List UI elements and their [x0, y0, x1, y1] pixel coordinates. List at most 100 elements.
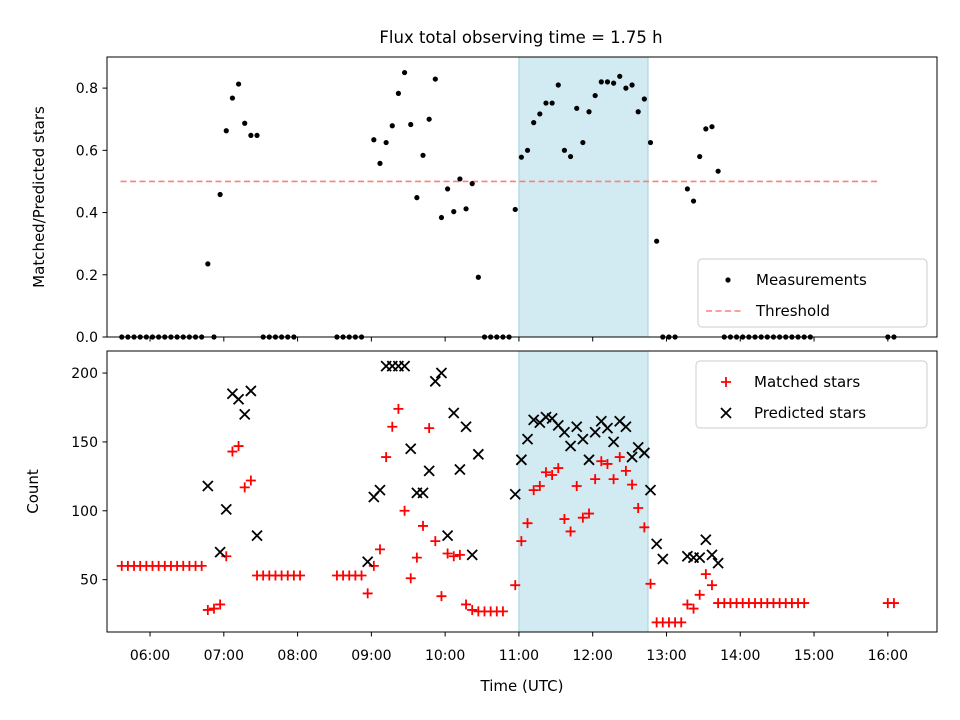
measurement-point — [623, 85, 629, 91]
measurement-point — [604, 79, 611, 85]
matched-stars-point — [682, 599, 693, 610]
matched-stars-point — [676, 617, 687, 628]
x-tick-label: 07:00 — [204, 648, 244, 664]
x-tick-label: 11:00 — [499, 648, 539, 664]
count-panel: 50 100 150 200 06:00 07:00 08:00 09:00 10:00 11:… — [24, 350, 938, 695]
matched-stars-point — [221, 551, 232, 562]
matched-stars-point — [405, 573, 416, 584]
x-tick-label: 16:00 — [868, 648, 908, 664]
legend-predicted-label: Predicted stars — [754, 404, 866, 422]
predicted-stars-point — [423, 465, 435, 477]
legend-predicted-marker — [720, 407, 732, 419]
measurement-point — [512, 206, 518, 213]
ratio-panel-frame — [106, 56, 938, 338]
matched-stars-point — [694, 589, 705, 600]
matched-stars-point — [799, 598, 810, 609]
count-panel-frame — [106, 350, 938, 633]
measurement-point — [697, 153, 703, 160]
measurement-point — [635, 109, 641, 115]
x-tick-label: 09:00 — [351, 648, 391, 664]
measurement-point — [395, 90, 402, 96]
predicted-stars-point — [571, 421, 583, 433]
matched-stars-point — [374, 544, 385, 555]
predicted-stars-point — [202, 480, 214, 492]
matched-stars-point — [411, 552, 422, 563]
predicted-stars-point — [509, 488, 521, 500]
predicted-stars-point — [638, 447, 650, 459]
matched-stars-point — [467, 604, 478, 615]
legend-box — [695, 360, 928, 429]
predicted-stars-point — [405, 443, 417, 455]
measurement-point — [586, 109, 592, 115]
y-tick-label: 0.2 — [76, 268, 98, 284]
y-tick-label: 0.4 — [76, 206, 98, 222]
predicted-stars-point — [626, 451, 638, 463]
matched-stars-point — [706, 580, 717, 591]
predicted-stars-point — [448, 407, 460, 419]
measurement-point — [598, 79, 604, 85]
x-tick-label: 08:00 — [277, 648, 317, 664]
measurement-point — [647, 139, 654, 146]
measurement-point — [254, 132, 260, 138]
x-tick-label: 14:00 — [720, 648, 760, 664]
matched-stars-point — [888, 598, 899, 609]
measurement-point — [611, 80, 617, 86]
matched-stars-point — [590, 474, 601, 485]
predicted-stars-point — [232, 393, 245, 405]
legend-matched-label: Matched stars — [754, 373, 860, 391]
legend-threshold-label: Threshold — [755, 302, 830, 320]
predicted-stars-point — [398, 360, 411, 372]
predicted-stars-point — [583, 454, 595, 466]
matched-stars-point — [608, 474, 619, 485]
matched-stars-point — [295, 570, 306, 581]
measurement-point — [690, 198, 697, 204]
measurement-point — [715, 168, 721, 174]
measurement-point — [217, 191, 223, 198]
measurement-point — [389, 123, 395, 129]
matched-stars-point — [534, 480, 545, 491]
measurement-point — [371, 137, 377, 143]
matched-stars-point — [399, 505, 410, 516]
predicted-stars-point — [472, 448, 484, 460]
matched-stars-point — [633, 503, 644, 514]
measurement-point — [229, 95, 236, 101]
y-tick-label: 50 — [80, 573, 98, 589]
measurement-point — [426, 116, 432, 122]
matched-stars-point — [430, 536, 441, 547]
predicted-stars-point — [712, 557, 724, 569]
predicted-stars-point — [245, 385, 257, 397]
predicted-stars-point — [417, 487, 429, 499]
matched-stars-point — [196, 560, 207, 571]
measurement-point — [518, 154, 524, 160]
matched-stars-point — [454, 549, 465, 560]
legend-measurements-label: Measurements — [756, 271, 867, 289]
predicted-stars-point — [441, 529, 454, 542]
y-tick-label: 150 — [71, 435, 98, 451]
matched-stars-point — [448, 551, 459, 562]
matched-stars-point — [202, 604, 213, 615]
measurement-point — [580, 139, 586, 146]
measurement-point — [475, 274, 481, 280]
count-y-axis-label: Count — [24, 469, 42, 514]
predicted-stars-point — [694, 551, 706, 564]
observing-window-shade — [518, 350, 649, 633]
measurement-point — [445, 186, 451, 192]
matched-stars-point — [510, 580, 521, 591]
measurement-point — [684, 186, 690, 192]
y-tick-label: 100 — [71, 504, 98, 520]
matched-stars-point — [602, 458, 613, 469]
matched-stars-point — [559, 514, 570, 525]
measurement-point — [401, 69, 408, 76]
measurement-point — [432, 76, 438, 82]
legend-matched-marker — [721, 377, 731, 387]
y-tick-label: 0.8 — [76, 81, 98, 97]
measurement-point — [457, 176, 463, 182]
x-tick-label: 06:00 — [130, 648, 170, 664]
predicted-stars-point — [251, 529, 263, 542]
ratio-legend: Measurements Threshold — [697, 258, 928, 328]
predicted-stars-point — [239, 408, 251, 420]
predicted-stars-point — [620, 421, 632, 433]
measurement-point — [242, 120, 248, 126]
measurement-point — [463, 206, 469, 212]
measurement-point — [205, 261, 211, 267]
